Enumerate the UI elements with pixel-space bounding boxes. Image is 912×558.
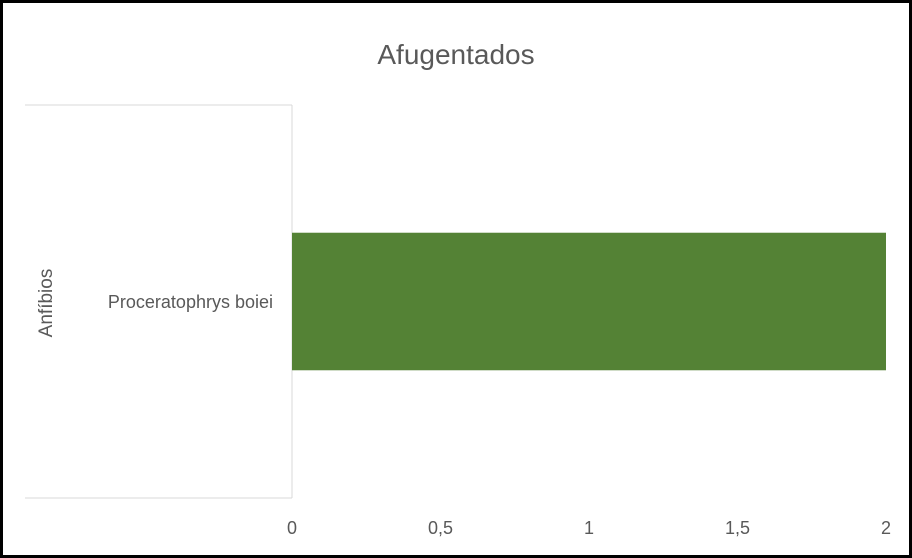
group-label: Anfíbios <box>36 269 57 338</box>
x-tick-label: 0 <box>287 518 297 538</box>
x-tick-label: 1,5 <box>725 518 750 538</box>
category-label: Proceratophrys boiei <box>108 292 273 312</box>
bar-chart: Anfíbios Proceratophrys boiei 0 0,5 1 1,5 2 <box>25 104 891 538</box>
x-tick-label: 2 <box>881 518 891 538</box>
x-tick-label: 0,5 <box>428 518 453 538</box>
chart-title: Afugentados <box>377 39 535 70</box>
x-tick-label: 1 <box>584 518 594 538</box>
x-tick-labels: 0 0,5 1 1,5 2 <box>287 518 891 538</box>
bars-group <box>292 232 886 371</box>
bar-0 <box>292 232 886 371</box>
